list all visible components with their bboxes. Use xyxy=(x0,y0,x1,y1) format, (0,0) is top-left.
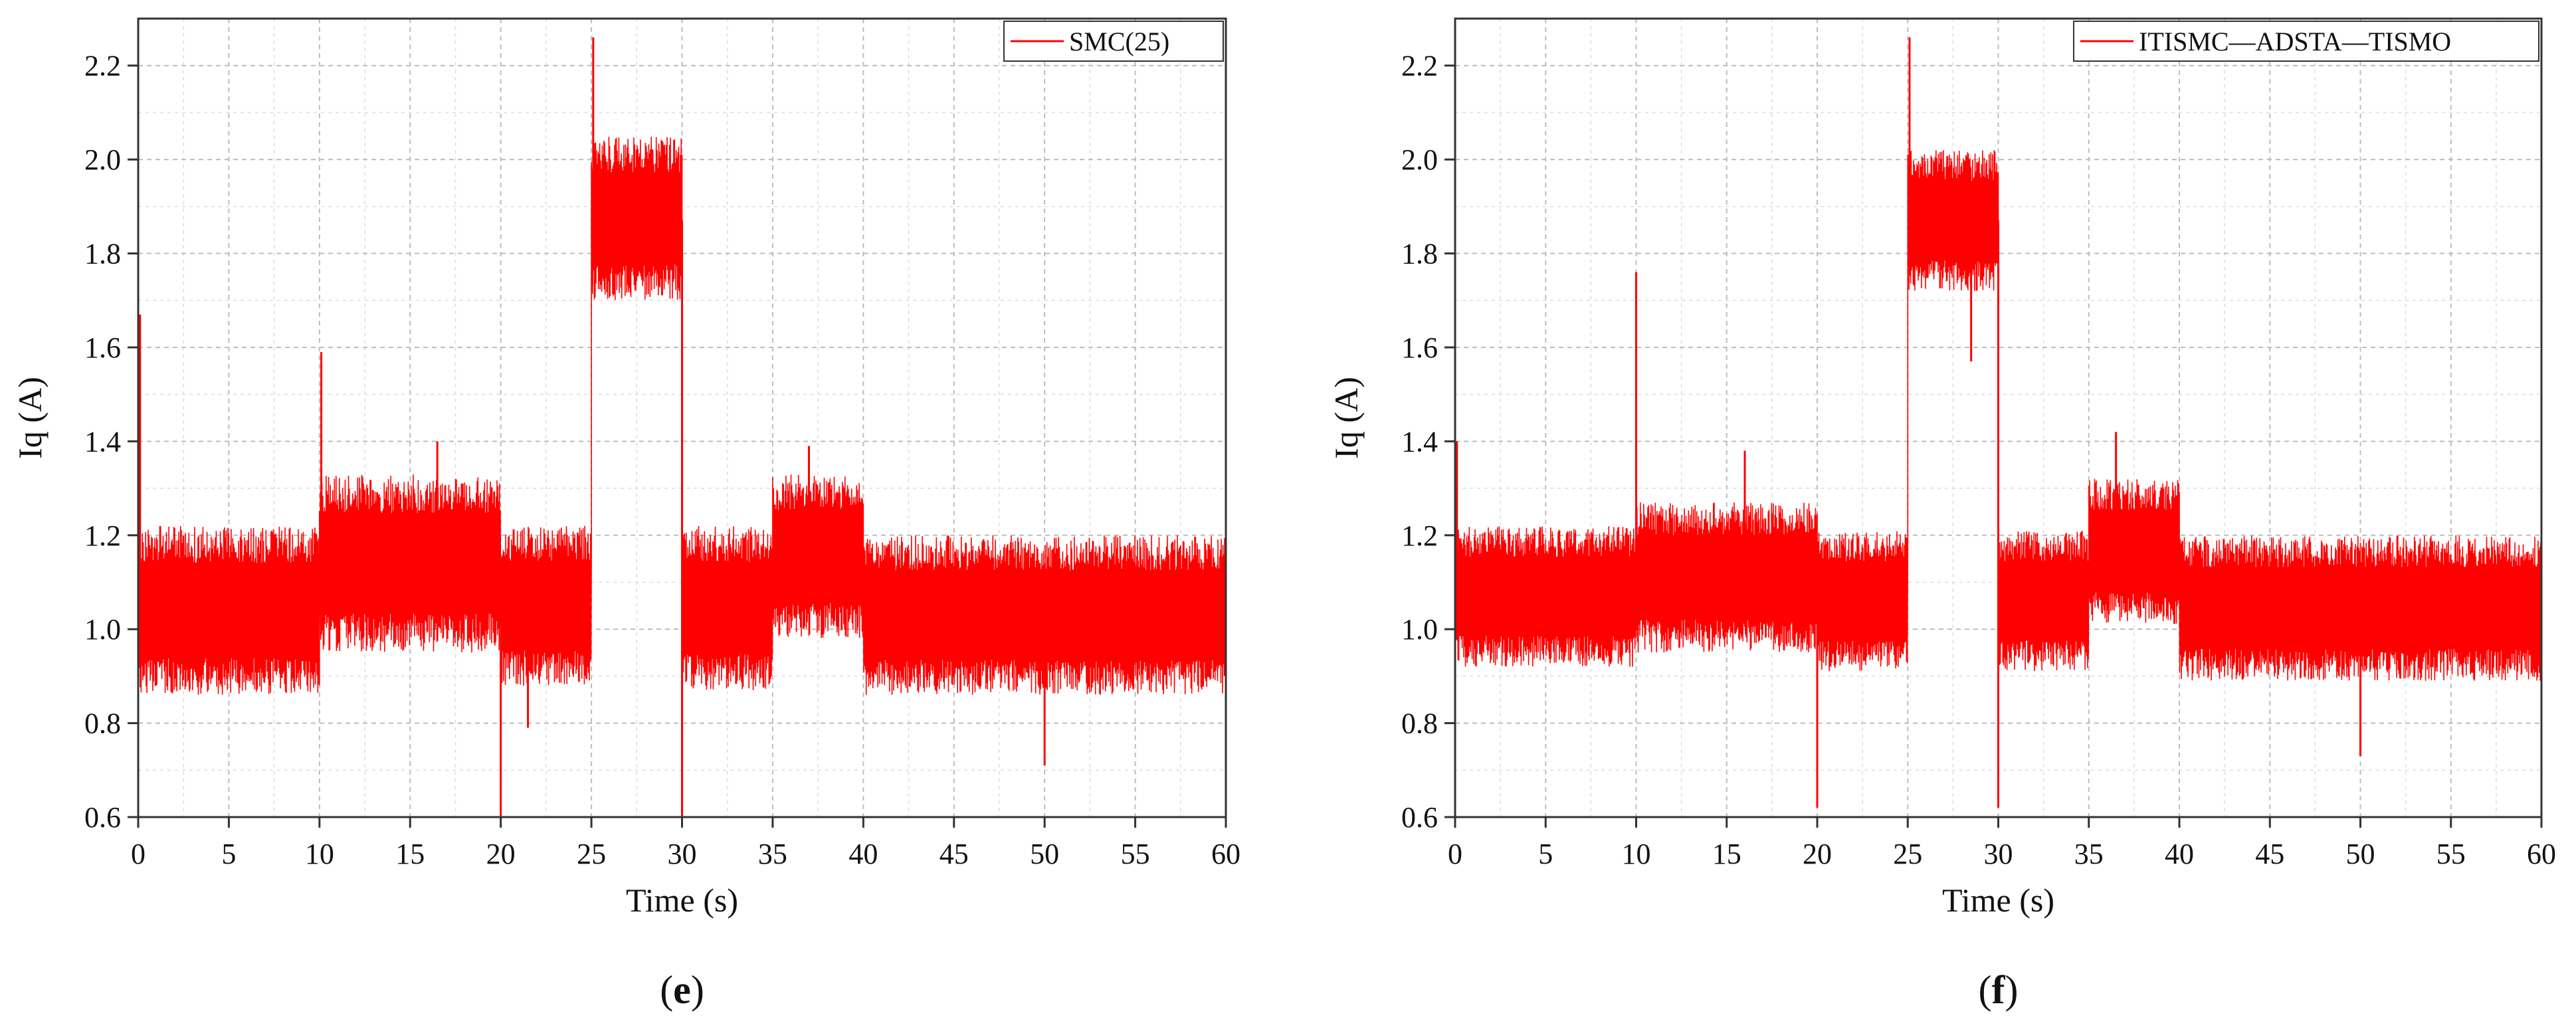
y-tick-label: 0.8 xyxy=(84,707,121,740)
legend-entry: ITISMC—ADSTA—TISMO xyxy=(2139,27,2451,56)
x-tick-label: 10 xyxy=(305,838,334,870)
x-tick-label: 45 xyxy=(2255,838,2284,870)
x-tick-label: 20 xyxy=(1803,838,1832,870)
y-tick-label: 2.0 xyxy=(1401,143,1438,176)
x-tick-label: 45 xyxy=(940,838,969,870)
x-tick-label: 30 xyxy=(1984,838,2013,870)
legend-box xyxy=(2073,21,2539,62)
x-tick-label: 0 xyxy=(131,838,146,870)
y-tick-label: 2.2 xyxy=(1401,50,1438,82)
caption-open: ( xyxy=(660,968,673,1012)
y-tick-label: 1.0 xyxy=(84,613,121,646)
x-tick-label: 55 xyxy=(2436,838,2466,870)
x-tick-label: 0 xyxy=(1448,838,1462,870)
x-tick-label: 20 xyxy=(486,838,516,870)
caption-open: ( xyxy=(1979,968,1992,1012)
y-tick-label: 1.8 xyxy=(84,238,121,270)
y-tick-label: 1.4 xyxy=(84,425,121,458)
y-axis-title: Iq (A) xyxy=(11,377,49,459)
caption-letter: f xyxy=(1992,968,2006,1012)
caption-letter: e xyxy=(673,968,691,1012)
x-tick-label: 40 xyxy=(2165,838,2194,870)
y-tick-label: 1.2 xyxy=(84,519,121,552)
y-tick-label: 2.0 xyxy=(84,143,121,176)
x-axis-title: Time (s) xyxy=(1942,882,2054,919)
caption-close: ) xyxy=(2005,968,2018,1012)
x-tick-label: 25 xyxy=(577,838,606,870)
x-tick-label: 50 xyxy=(2346,838,2375,870)
y-tick-label: 1.8 xyxy=(1401,238,1438,270)
x-axis-title: Time (s) xyxy=(626,882,738,919)
x-tick-label: 30 xyxy=(668,838,697,870)
y-tick-label: 1.2 xyxy=(1401,519,1438,552)
y-axis-title: Iq (A) xyxy=(1328,377,1365,459)
panel-caption: (f) xyxy=(1979,968,2019,1012)
y-tick-label: 0.6 xyxy=(1401,801,1438,834)
x-tick-label: 5 xyxy=(1538,838,1553,870)
chart-panel-e: SMC(25) 0 5 10 15 20 25 30 35 40 45 50 55 60 0.6 0.8 1.0… xyxy=(11,17,1240,1012)
x-tick-label: 60 xyxy=(2527,838,2556,870)
y-tick-label: 1.4 xyxy=(1401,425,1438,458)
x-tick-label: 60 xyxy=(1211,838,1240,870)
caption-close: ) xyxy=(691,968,704,1012)
legend-entry: SMC(25) xyxy=(1069,27,1169,56)
y-tick-label: 1.0 xyxy=(1401,613,1438,646)
y-tick-label: 2.2 xyxy=(84,50,121,82)
x-tick-label: 10 xyxy=(1622,838,1651,870)
x-tick-label: 40 xyxy=(848,838,878,870)
x-tick-label: 50 xyxy=(1030,838,1059,870)
x-tick-label: 15 xyxy=(395,838,425,870)
x-tick-label: 5 xyxy=(221,838,236,870)
y-tick-label: 1.6 xyxy=(84,331,121,364)
x-tick-label: 15 xyxy=(1712,838,1741,870)
x-tick-label: 35 xyxy=(758,838,787,870)
y-tick-label: 0.6 xyxy=(84,801,121,834)
x-tick-label: 55 xyxy=(1121,838,1150,870)
x-tick-label: 35 xyxy=(2074,838,2104,870)
y-tick-label: 1.6 xyxy=(1401,331,1438,364)
x-tick-label: 25 xyxy=(1893,838,1922,870)
chart-panel-f: ITISMC—ADSTA—TISMO 0 5 10 15 20 25 30 35 40 45 50 55… xyxy=(1328,17,2556,1012)
panel-caption: (e) xyxy=(660,968,704,1012)
y-tick-label: 0.8 xyxy=(1401,707,1438,740)
